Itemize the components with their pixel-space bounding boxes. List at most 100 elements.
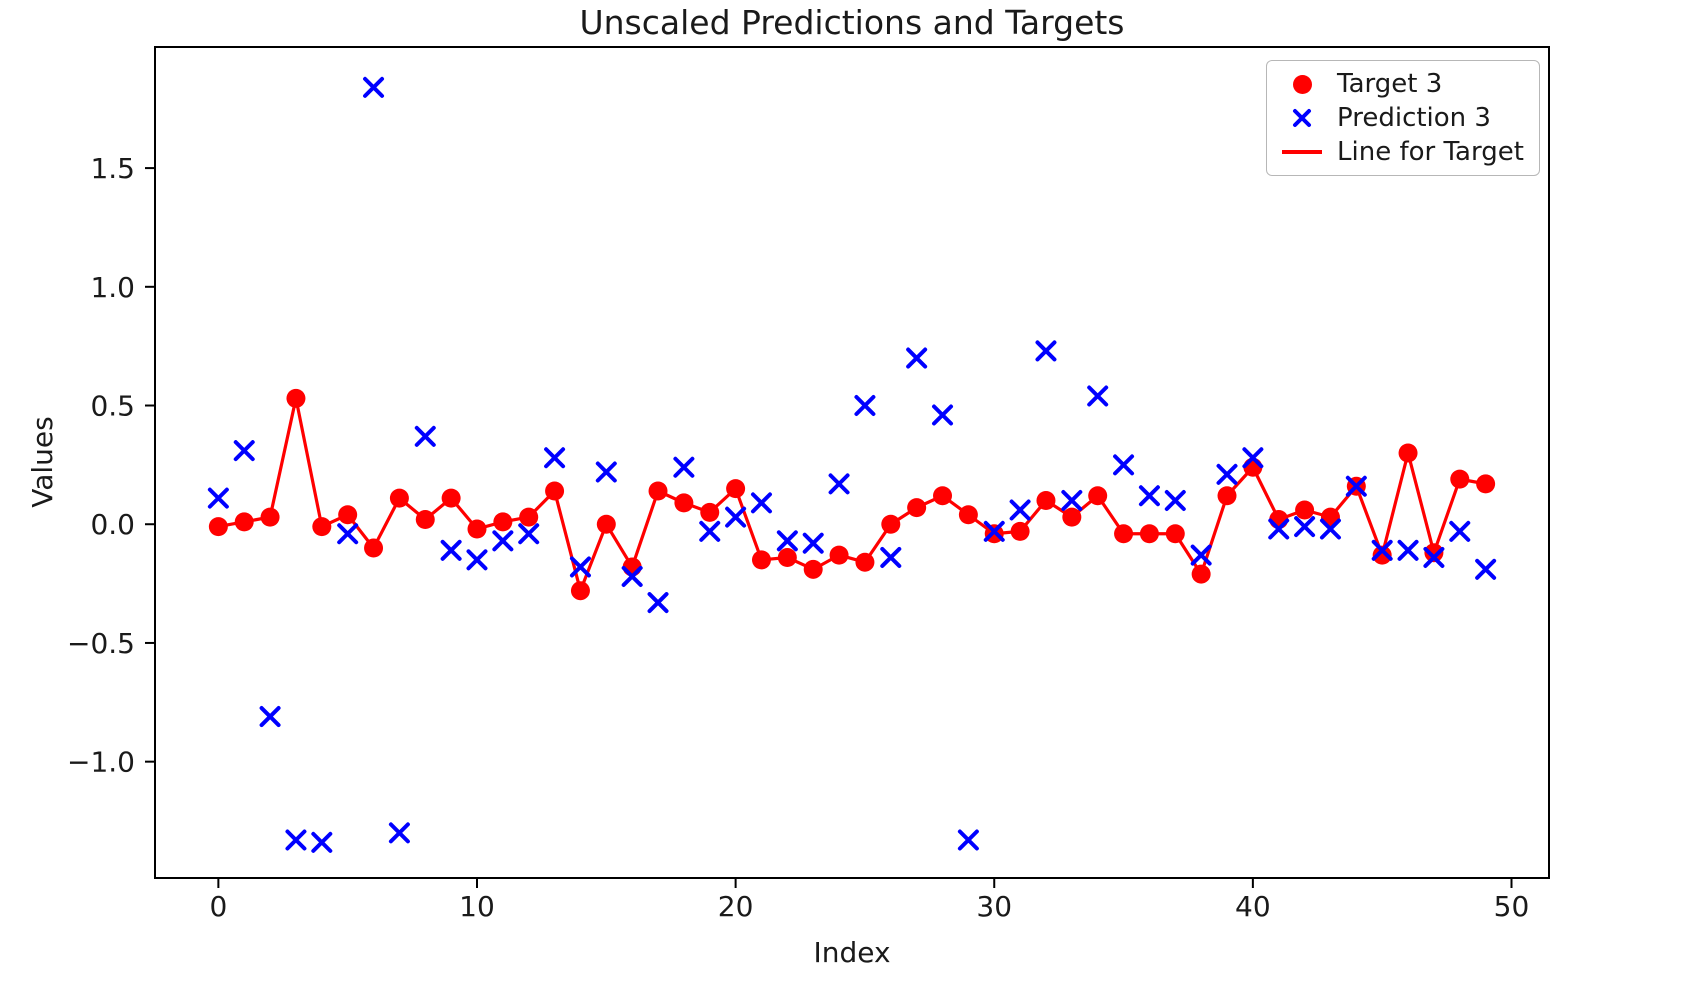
target-point <box>1010 521 1030 541</box>
target-point <box>803 559 823 579</box>
target-point <box>1088 486 1108 506</box>
target-point <box>570 581 590 601</box>
x-tick-label: 20 <box>718 890 754 923</box>
target-point <box>467 519 487 539</box>
prediction-point <box>440 539 462 561</box>
prediction-point <box>828 473 850 495</box>
prediction-point <box>1087 385 1109 407</box>
x-tick-label: 40 <box>1235 890 1271 923</box>
target-point <box>1036 490 1056 510</box>
target-point <box>881 514 901 534</box>
target-point <box>1450 469 1470 489</box>
prediction-point <box>1009 499 1031 521</box>
prediction-point <box>673 456 695 478</box>
prediction-point <box>1475 558 1497 580</box>
target-point <box>1424 543 1444 563</box>
legend-entry-prediction: Prediction 3 <box>1267 101 1539 135</box>
prediction-point <box>1216 463 1238 485</box>
prediction-point <box>647 592 669 614</box>
prediction-point <box>699 520 721 542</box>
prediction-point <box>1449 520 1471 542</box>
legend-entry-line: Line for Target <box>1267 135 1539 169</box>
target-point <box>958 505 978 525</box>
prediction-point <box>569 556 591 578</box>
target-point <box>1191 564 1211 584</box>
target-point <box>648 481 668 501</box>
chart-title: Unscaled Predictions and Targets <box>579 3 1124 42</box>
legend-line-icon <box>1282 150 1322 154</box>
prediction-point <box>363 76 385 98</box>
target-point <box>389 488 409 508</box>
y-tick-label: 1.0 <box>90 271 135 304</box>
x-tick-label: 10 <box>459 890 495 923</box>
x-tick-label: 30 <box>976 890 1012 923</box>
target-point <box>338 505 358 525</box>
prediction-point <box>285 829 307 851</box>
plot-marks <box>207 76 1497 853</box>
target-point <box>726 479 746 499</box>
target-point <box>674 493 694 513</box>
prediction-point <box>388 822 410 844</box>
target-point <box>700 502 720 522</box>
prediction-point <box>1242 447 1264 469</box>
target-point <box>1165 524 1185 544</box>
target-point <box>751 550 771 570</box>
prediction-point <box>337 523 359 545</box>
target-point <box>1295 500 1315 520</box>
target-point <box>545 481 565 501</box>
target-point <box>1398 443 1418 463</box>
prediction-point <box>492 530 514 552</box>
target-point <box>1372 545 1392 565</box>
prediction-point <box>466 549 488 571</box>
x-tick-label: 50 <box>1494 890 1530 923</box>
target-point <box>1114 524 1134 544</box>
prediction-point <box>1061 489 1083 511</box>
prediction-point <box>621 565 643 587</box>
prediction-point <box>1113 454 1135 476</box>
axis-ticks: 0 10 20 30 40 50 −1.0 −0.5 0.0 0.5 1.0 1.5 <box>67 152 1529 923</box>
prediction-point <box>1423 546 1445 568</box>
legend-target-dot-icon <box>1292 74 1312 94</box>
target-point <box>312 517 332 537</box>
prediction-point <box>414 425 436 447</box>
target-point <box>1217 486 1237 506</box>
target-point <box>1062 507 1082 527</box>
prediction-point <box>802 532 824 554</box>
target-point <box>777 547 797 567</box>
plot-area <box>154 46 1550 879</box>
prediction-point <box>311 831 333 853</box>
prediction-point <box>1294 516 1316 538</box>
prediction-point <box>906 347 928 369</box>
target-point <box>1476 474 1496 494</box>
target-point <box>1243 457 1263 477</box>
x-axis-label: Index <box>813 936 890 969</box>
x-tick-label: 0 <box>209 890 227 923</box>
prediction-point <box>957 829 979 851</box>
prediction-point <box>776 530 798 552</box>
legend-prediction-x-icon <box>1293 109 1311 127</box>
target-point <box>622 557 642 577</box>
target-point <box>493 512 513 532</box>
prediction-point <box>1345 475 1367 497</box>
y-tick-label: 1.5 <box>90 152 135 185</box>
y-tick-label: −1.0 <box>67 746 135 779</box>
y-tick-label: 0.5 <box>90 390 135 423</box>
y-tick-label: 0.0 <box>90 508 135 541</box>
target-point <box>286 388 306 408</box>
prediction-point <box>932 404 954 426</box>
prediction-point <box>259 706 281 728</box>
prediction-point <box>1164 489 1186 511</box>
prediction-point <box>1319 518 1341 540</box>
prediction-point <box>1190 544 1212 566</box>
target-point <box>1139 524 1159 544</box>
target-point <box>441 488 461 508</box>
y-tick-label: −0.5 <box>67 627 135 660</box>
target-point <box>1269 509 1289 529</box>
legend: Target 3 Prediction 3 Line for Target <box>1266 60 1540 176</box>
prediction-point <box>1035 340 1057 362</box>
target-point <box>234 512 254 532</box>
prediction-point <box>1371 539 1393 561</box>
target-point <box>364 538 384 558</box>
